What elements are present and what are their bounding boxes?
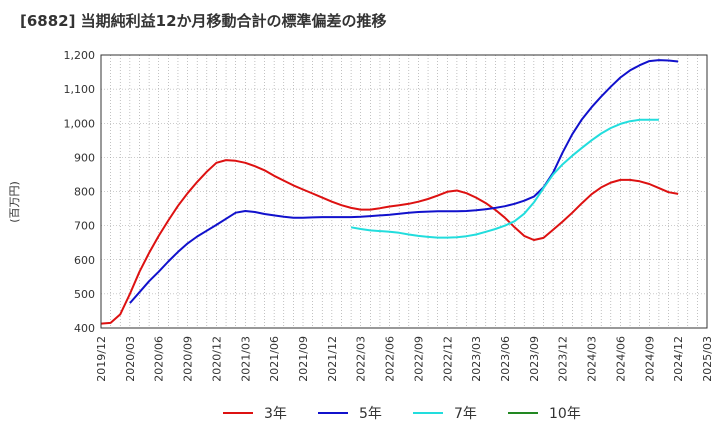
y-tick-label: 500 [74,288,95,301]
x-tick-label: 2020/06 [153,336,166,382]
x-tick-label: 2020/03 [124,336,137,382]
x-tick-label: 2024/06 [614,336,627,382]
x-tick-label: 2019/12 [95,336,108,382]
x-tick-label: 2021/12 [326,336,339,382]
legend-label: 5年 [359,406,382,422]
y-tick-label: 900 [74,151,95,164]
y-tick-label: 1,100 [64,83,96,96]
x-tick-label: 2022/03 [355,336,368,382]
y-tick-label: 700 [74,220,95,233]
x-tick-labels: 2019/12 2020/03 2020/06 2020/09 2020/12 2021/… [95,336,714,382]
series-line-5年 [129,59,679,304]
x-tick-label: 2021/09 [297,336,310,382]
x-tick-label: 2021/06 [268,336,281,382]
series-line-7年 [350,118,659,239]
legend: 3年 5年 7年 10年 [223,406,581,422]
x-tick-label: 2022/06 [384,336,397,382]
x-tick-label: 2024/12 [672,336,685,382]
grid [101,54,707,329]
x-tick-label: 2023/09 [528,336,541,382]
legend-label: 10年 [549,406,581,422]
legend-label: 3年 [264,406,287,422]
chart-title: [6882] 当期純利益12か月移動合計の標準偏差の推移 [20,12,387,30]
legend-label: 7年 [454,406,477,422]
y-tick-label: 1,200 [64,49,96,62]
series-group [100,59,679,325]
y-tick-label: 600 [74,254,95,267]
plot-frame [100,54,708,329]
x-tick-label: 2025/03 [701,336,714,382]
x-tick-label: 2022/12 [441,336,454,382]
x-tick-label: 2020/09 [182,336,195,382]
x-tick-label: 2020/12 [210,336,223,382]
x-tick-label: 2023/06 [499,336,512,382]
x-tick-label: 2021/03 [239,336,252,382]
x-tick-label: 2023/03 [470,336,483,382]
x-tick-label: 2022/09 [412,336,425,382]
x-tick-label: 2024/09 [643,336,656,382]
y-tick-label: 1,000 [64,117,96,130]
y-tick-label: 400 [74,322,95,335]
y-tick-labels: 400 500 600 700 800 900 1,000 1,100 1,200 [64,49,96,335]
series-line-3年 [100,159,679,325]
x-tick-label: 2024/03 [586,336,599,382]
x-tick-label: 2023/12 [557,336,570,382]
y-tick-label: 800 [74,186,95,199]
